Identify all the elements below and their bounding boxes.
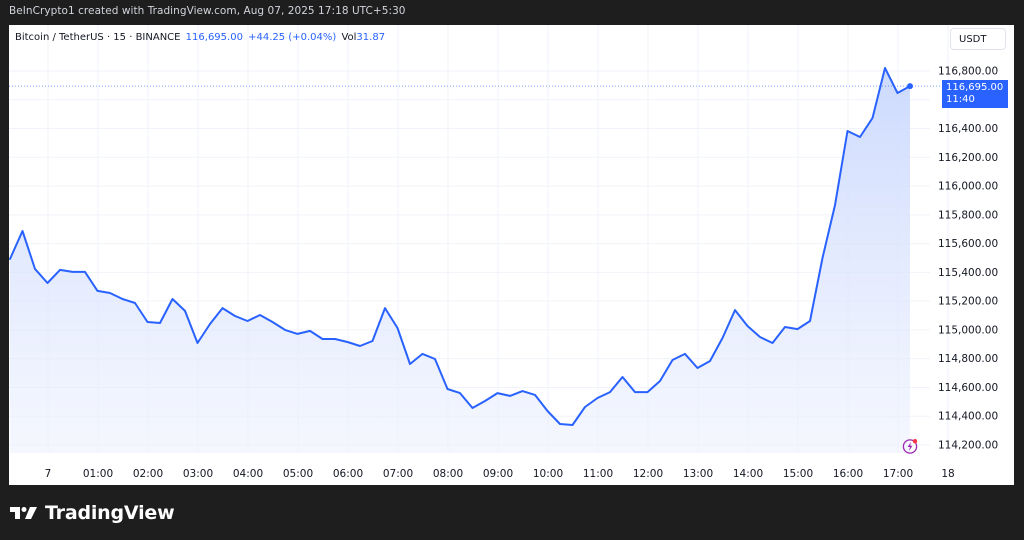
svg-text:114,200.00: 114,200.00 [938,439,998,451]
svg-text:08:00: 08:00 [433,468,463,480]
chart-caption: BeInCrypto1 created with TradingView.com… [9,5,406,17]
bar-countdown: 11:40 [946,94,975,105]
svg-text:116,400.00: 116,400.00 [938,123,998,135]
svg-text:13:00: 13:00 [683,468,713,480]
volume-value: 31.87 [356,32,386,43]
svg-text:07:00: 07:00 [383,468,413,480]
svg-text:01:00: 01:00 [83,468,113,480]
svg-text:114,600.00: 114,600.00 [938,382,998,394]
svg-text:116,200.00: 116,200.00 [938,152,998,164]
tradingview-logo[interactable]: TradingView [10,502,175,524]
svg-text:03:00: 03:00 [183,468,213,480]
last-price-tag: 116,695.00 11:40 [942,80,1008,108]
lightning-alert-icon[interactable] [902,438,918,454]
chart-panel[interactable]: 114,200.00 114,400.00 114,600.00 114,800.00… [9,25,1014,485]
svg-text:15:00: 15:00 [783,468,813,480]
svg-text:116,000.00: 116,000.00 [938,181,998,193]
svg-text:114,400.00: 114,400.00 [938,411,998,423]
last-price: 116,695.00 [946,82,1004,93]
svg-text:115,600.00: 115,600.00 [938,238,998,250]
svg-text:09:00: 09:00 [483,468,513,480]
svg-text:115,400.00: 115,400.00 [938,267,998,279]
svg-text:17:00: 17:00 [883,468,913,480]
svg-text:115,000.00: 115,000.00 [938,324,998,336]
legend-volume: Vol31.87 [341,32,385,43]
symbol-title[interactable]: Bitcoin / TetherUS · 15 · BINANCE [15,32,181,43]
svg-text:06:00: 06:00 [333,468,363,480]
tradingview-wordmark: TradingView [45,502,175,524]
price-chart[interactable]: 114,200.00 114,400.00 114,600.00 114,800.00… [9,25,1014,485]
svg-text:14:00: 14:00 [733,468,763,480]
currency-button[interactable]: USDT [950,28,1006,50]
svg-text:05:00: 05:00 [283,468,313,480]
legend-price: 116,695.00 [185,32,243,43]
svg-text:02:00: 02:00 [133,468,163,480]
symbol-legend: Bitcoin / TetherUS · 15 · BINANCE 116,69… [15,32,387,43]
svg-text:18: 18 [941,468,954,480]
tradingview-logo-icon [10,507,37,519]
legend-change: +44.25 (+0.04%) [248,32,337,43]
svg-text:115,200.00: 115,200.00 [938,296,998,308]
svg-text:11:00: 11:00 [583,468,613,480]
svg-text:7: 7 [45,468,52,480]
svg-text:114,800.00: 114,800.00 [938,353,998,365]
svg-text:10:00: 10:00 [533,468,563,480]
volume-label: Vol [341,32,357,43]
svg-text:04:00: 04:00 [233,468,263,480]
svg-text:16:00: 16:00 [833,468,863,480]
svg-text:115,800.00: 115,800.00 [938,209,998,221]
svg-text:12:00: 12:00 [633,468,663,480]
svg-text:116,800.00: 116,800.00 [938,66,998,78]
